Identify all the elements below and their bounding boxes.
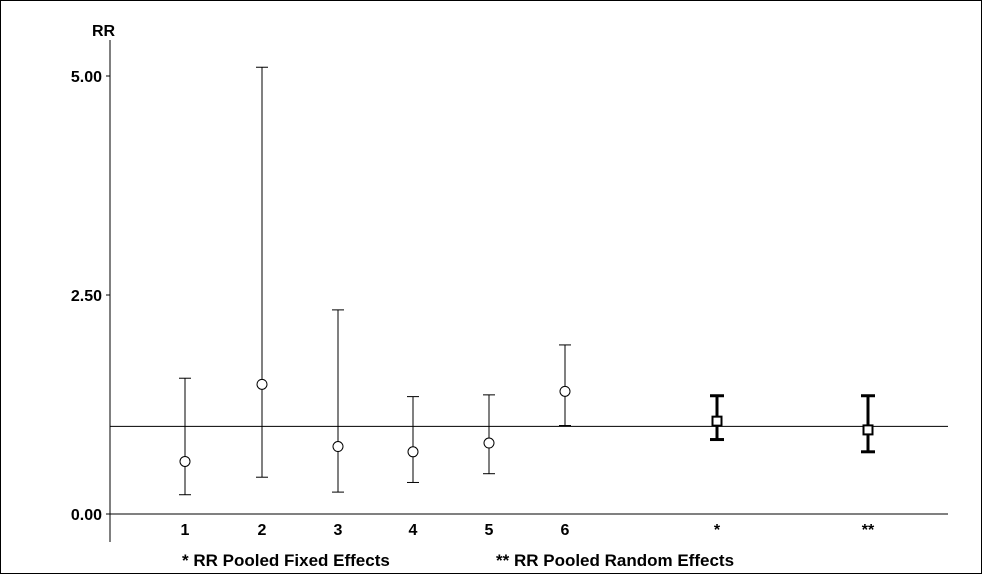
marks-group: [179, 66, 875, 496]
legend-fixed-effects: * RR Pooled Fixed Effects: [182, 551, 390, 570]
x-tick-label: 3: [334, 522, 343, 539]
study-estimate-point: [407, 446, 419, 458]
x-tick-label: 2: [258, 522, 267, 539]
legend-random-effects: ** RR Pooled Random Effects: [496, 551, 734, 570]
x-tick-label: 5: [485, 522, 494, 539]
y-axis-label: RR: [92, 23, 116, 40]
pooled-estimate-point: [862, 424, 874, 436]
y-tick-label: 0.00: [71, 507, 102, 524]
study-estimate-point: [332, 441, 344, 453]
x-tick-label: *: [714, 522, 721, 539]
study-estimate-point: [179, 455, 191, 467]
y-ticks-group: 0.00 2.50 5.00: [71, 69, 110, 524]
x-tick-label: 4: [409, 522, 418, 539]
x-ticks-group: 1 2 3 4 5 6 * **: [181, 522, 875, 539]
pooled-estimate-point: [711, 415, 723, 427]
axes-group: RR: [92, 23, 948, 542]
y-tick-label: 2.50: [71, 288, 102, 305]
study-estimate-point: [483, 437, 495, 449]
study-estimate-point: [559, 385, 571, 397]
legend-group: * RR Pooled Fixed Effects ** RR Pooled R…: [182, 551, 734, 570]
y-tick-label: 5.00: [71, 69, 102, 86]
study-estimate-point: [256, 378, 268, 390]
x-tick-label: **: [862, 522, 875, 539]
x-tick-label: 6: [561, 522, 570, 539]
x-tick-label: 1: [181, 522, 190, 539]
